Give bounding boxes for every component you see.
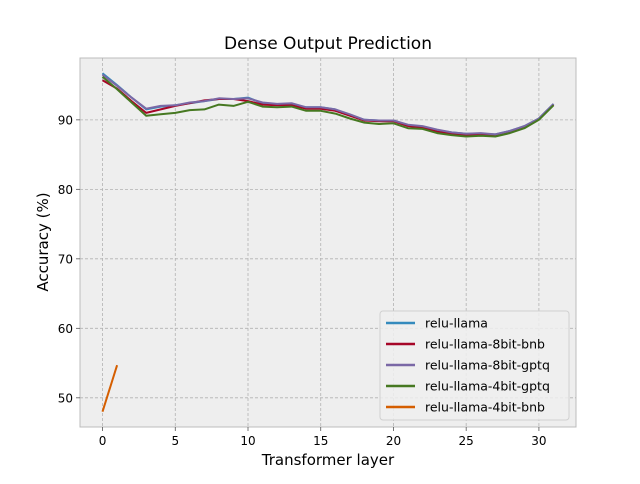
y-tick-label: 90 — [58, 113, 73, 127]
legend: relu-llama relu-llama-8bit-bnb relu-llama-… — [379, 310, 570, 421]
legend-label: relu-llama-4bit-bnb — [425, 400, 545, 415]
series-lines — [101, 72, 555, 412]
x-tick-label: 25 — [459, 434, 474, 448]
x-axis-ticks: 0 5 10 15 20 25 30 — [99, 427, 547, 448]
series-line-relu-llama-8bit-gptq — [101, 73, 555, 136]
x-tick-label: 15 — [313, 434, 328, 448]
x-axis-label: Transformer layer — [261, 451, 395, 469]
x-tick-label: 10 — [240, 434, 255, 448]
legend-label: relu-llama — [425, 316, 488, 331]
y-tick-label: 60 — [58, 322, 73, 336]
y-axis-label: Accuracy (%) — [34, 192, 52, 291]
legend-box — [379, 310, 570, 421]
x-tick-label: 0 — [99, 434, 107, 448]
x-tick-label: 20 — [386, 434, 401, 448]
y-axis-ticks: 50 60 70 80 90 — [58, 113, 80, 405]
series-line-relu-llama-4bit-gptq — [101, 76, 555, 138]
y-tick-label: 70 — [58, 252, 73, 266]
legend-label: relu-llama-4bit-gptq — [425, 379, 550, 394]
legend-label: relu-llama-8bit-gptq — [425, 358, 550, 373]
chart-title: Dense Output Prediction — [224, 34, 432, 54]
series-line-relu-llama-4bit-bnb — [101, 364, 119, 412]
x-tick-label: 30 — [531, 434, 546, 448]
y-tick-label: 80 — [58, 183, 73, 197]
x-tick-label: 5 — [171, 434, 179, 448]
y-tick-label: 50 — [58, 391, 73, 405]
legend-label: relu-llama-8bit-bnb — [425, 337, 545, 352]
